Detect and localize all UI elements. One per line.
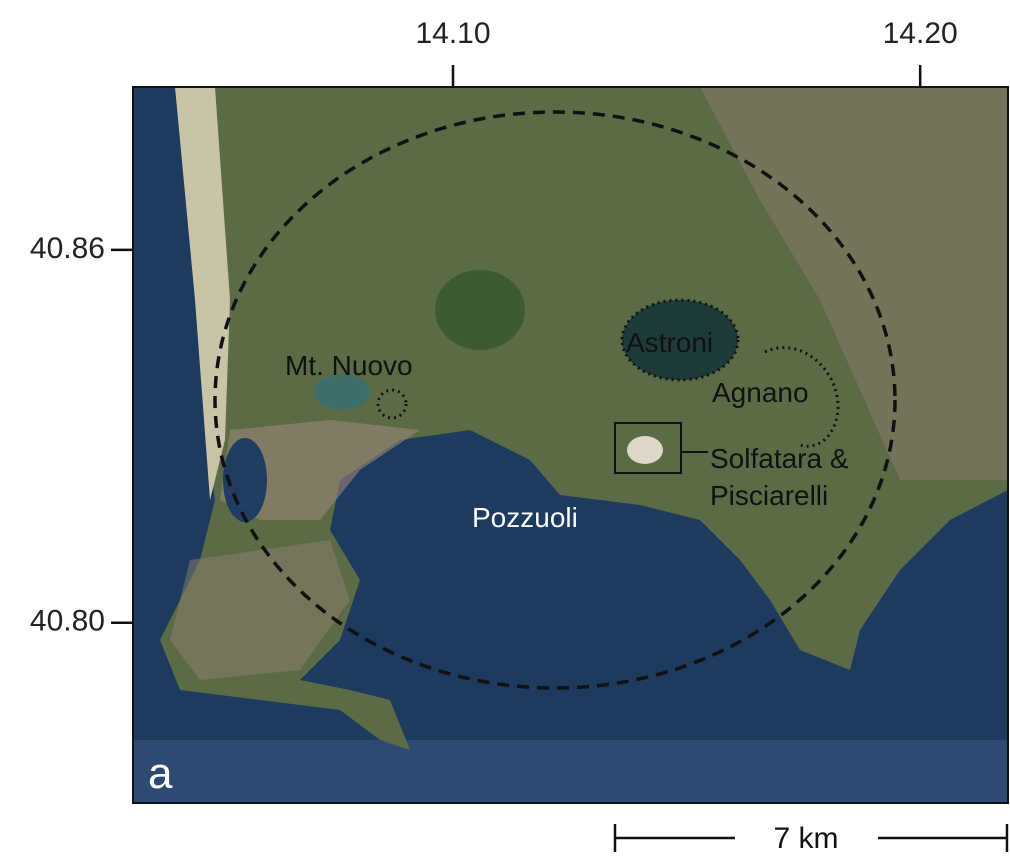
- place-label: Agnano: [712, 377, 809, 408]
- place-label: Astroni: [626, 327, 713, 358]
- x-tick-label: 14.10: [415, 17, 490, 50]
- crater: [435, 270, 525, 350]
- scale-bar-label: 7 km: [773, 822, 838, 855]
- map-figure: Mt. Nuovo Astroni Agnano Solfatara & Pis…: [0, 0, 1010, 858]
- x-tick-label: 14.20: [883, 17, 958, 50]
- solfatara-crater: [627, 436, 663, 464]
- place-label: Solfatara &: [710, 443, 849, 474]
- satellite-map: Mt. Nuovo Astroni Agnano Solfatara & Pis…: [133, 87, 1008, 803]
- y-tick-label: 40.86: [30, 232, 105, 265]
- y-tick-label: 40.80: [30, 605, 105, 638]
- place-label: Mt. Nuovo: [285, 350, 413, 381]
- panel-letter: a: [148, 749, 173, 798]
- place-label: Pozzuoli: [472, 502, 578, 533]
- place-label: Pisciarelli: [710, 480, 828, 511]
- sea-haze: [133, 740, 1008, 803]
